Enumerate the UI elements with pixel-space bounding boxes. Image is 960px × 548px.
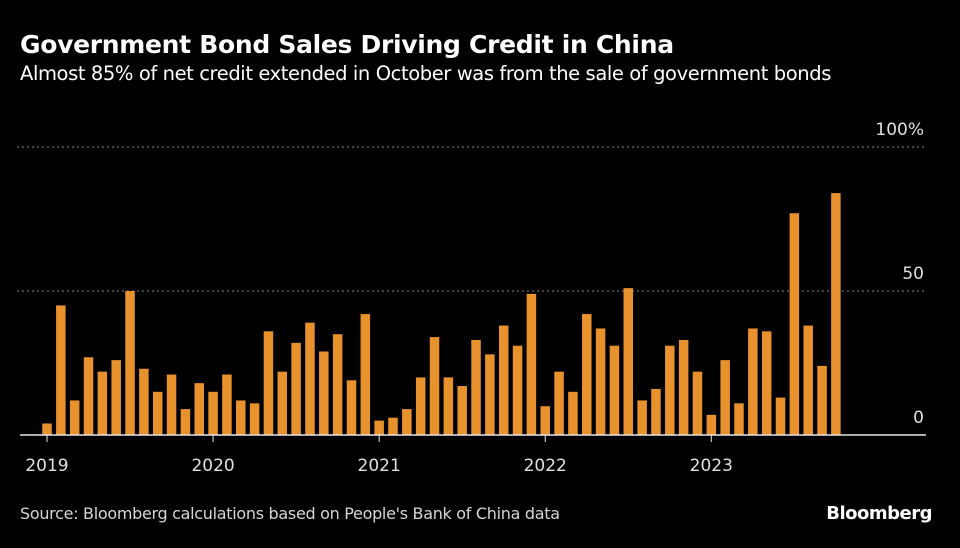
bar-2019-01 [42, 423, 52, 435]
x-tick-label: 2021 [358, 456, 401, 476]
bar-2023-10 [831, 193, 841, 435]
bar-2020-07 [291, 342, 301, 435]
bar-2020-09 [319, 351, 329, 435]
bar-2020-05 [263, 331, 274, 435]
bar-2019-07 [125, 291, 135, 435]
x-axis-labels: 2019 2020 2021 2022 2023 [25, 456, 733, 476]
bar-2022-07 [623, 288, 634, 435]
bar-2021-08 [471, 339, 481, 435]
bar-2023-09 [817, 365, 827, 435]
bloomberg-logo: Bloomberg [826, 503, 932, 524]
gridlines [17, 146, 926, 292]
bar-2022-08 [637, 400, 647, 435]
bar-2019-11 [180, 409, 191, 435]
bar-2023-07 [789, 213, 800, 435]
x-tick-label: 2020 [191, 456, 234, 476]
bar-2019-12 [194, 383, 204, 435]
bar-2023-04 [748, 328, 758, 435]
bar-2020-10 [332, 334, 343, 435]
source-note: Source: Bloomberg calculations based on … [20, 504, 560, 523]
y-tick-label: 0 [913, 408, 924, 428]
bar-2019-08 [139, 368, 149, 435]
x-axis [20, 434, 926, 442]
bar-2020-12 [360, 314, 371, 435]
bar-2021-06 [443, 377, 454, 435]
bar-2019-03 [69, 400, 80, 435]
bar-2022-09 [651, 388, 661, 435]
bar-2021-04 [415, 377, 426, 435]
bar-2021-02 [388, 417, 398, 435]
bar-2023-01 [706, 414, 717, 435]
bar-2021-10 [498, 325, 509, 435]
bar-2022-01 [540, 406, 550, 435]
bar-2021-03 [402, 409, 412, 435]
bar-2021-11 [512, 345, 523, 435]
bar-2022-03 [568, 391, 578, 435]
bar-2022-12 [692, 371, 703, 435]
bar-2022-11 [678, 339, 689, 435]
bar-2020-03 [236, 400, 246, 435]
bar-2022-06 [609, 345, 620, 435]
bar-2019-04 [83, 357, 94, 435]
bars [42, 193, 841, 435]
chart-title: Government Bond Sales Driving Credit in … [20, 30, 674, 59]
bar-2022-02 [554, 371, 564, 435]
bar-2023-02 [720, 360, 730, 435]
bar-2021-12 [526, 293, 537, 435]
bar-2021-01 [374, 420, 384, 435]
bar-2023-03 [734, 403, 744, 435]
bar-2019-05 [97, 371, 108, 435]
bar-2020-02 [222, 374, 232, 435]
bar-2019-09 [152, 391, 163, 435]
bar-2020-08 [305, 322, 315, 435]
bar-2020-11 [346, 380, 357, 435]
bar-2019-02 [56, 305, 66, 435]
bar-2021-09 [485, 354, 495, 435]
bar-2022-10 [665, 345, 675, 435]
x-tick-label: 2022 [524, 456, 567, 476]
bar-2021-05 [429, 337, 440, 435]
bar-2019-06 [111, 360, 121, 435]
chart-subtitle: Almost 85% of net credit extended in Oct… [20, 62, 831, 85]
bar-2020-06 [277, 371, 288, 435]
bar-2023-06 [775, 397, 786, 435]
y-axis-labels: 0 50 100% [875, 120, 924, 428]
bar-2022-04 [582, 314, 592, 435]
bar-2020-04 [249, 403, 260, 435]
bar-2022-05 [595, 328, 606, 435]
bar-2019-10 [166, 374, 177, 435]
x-tick-label: 2019 [25, 456, 68, 476]
bar-2021-07 [457, 386, 467, 435]
bar-2023-05 [761, 331, 772, 435]
x-tick-label: 2023 [690, 456, 733, 476]
y-tick-label: 100% [875, 120, 924, 140]
y-tick-label: 50 [902, 264, 924, 284]
bar-2023-08 [803, 325, 813, 435]
bar-2020-01 [208, 391, 218, 435]
